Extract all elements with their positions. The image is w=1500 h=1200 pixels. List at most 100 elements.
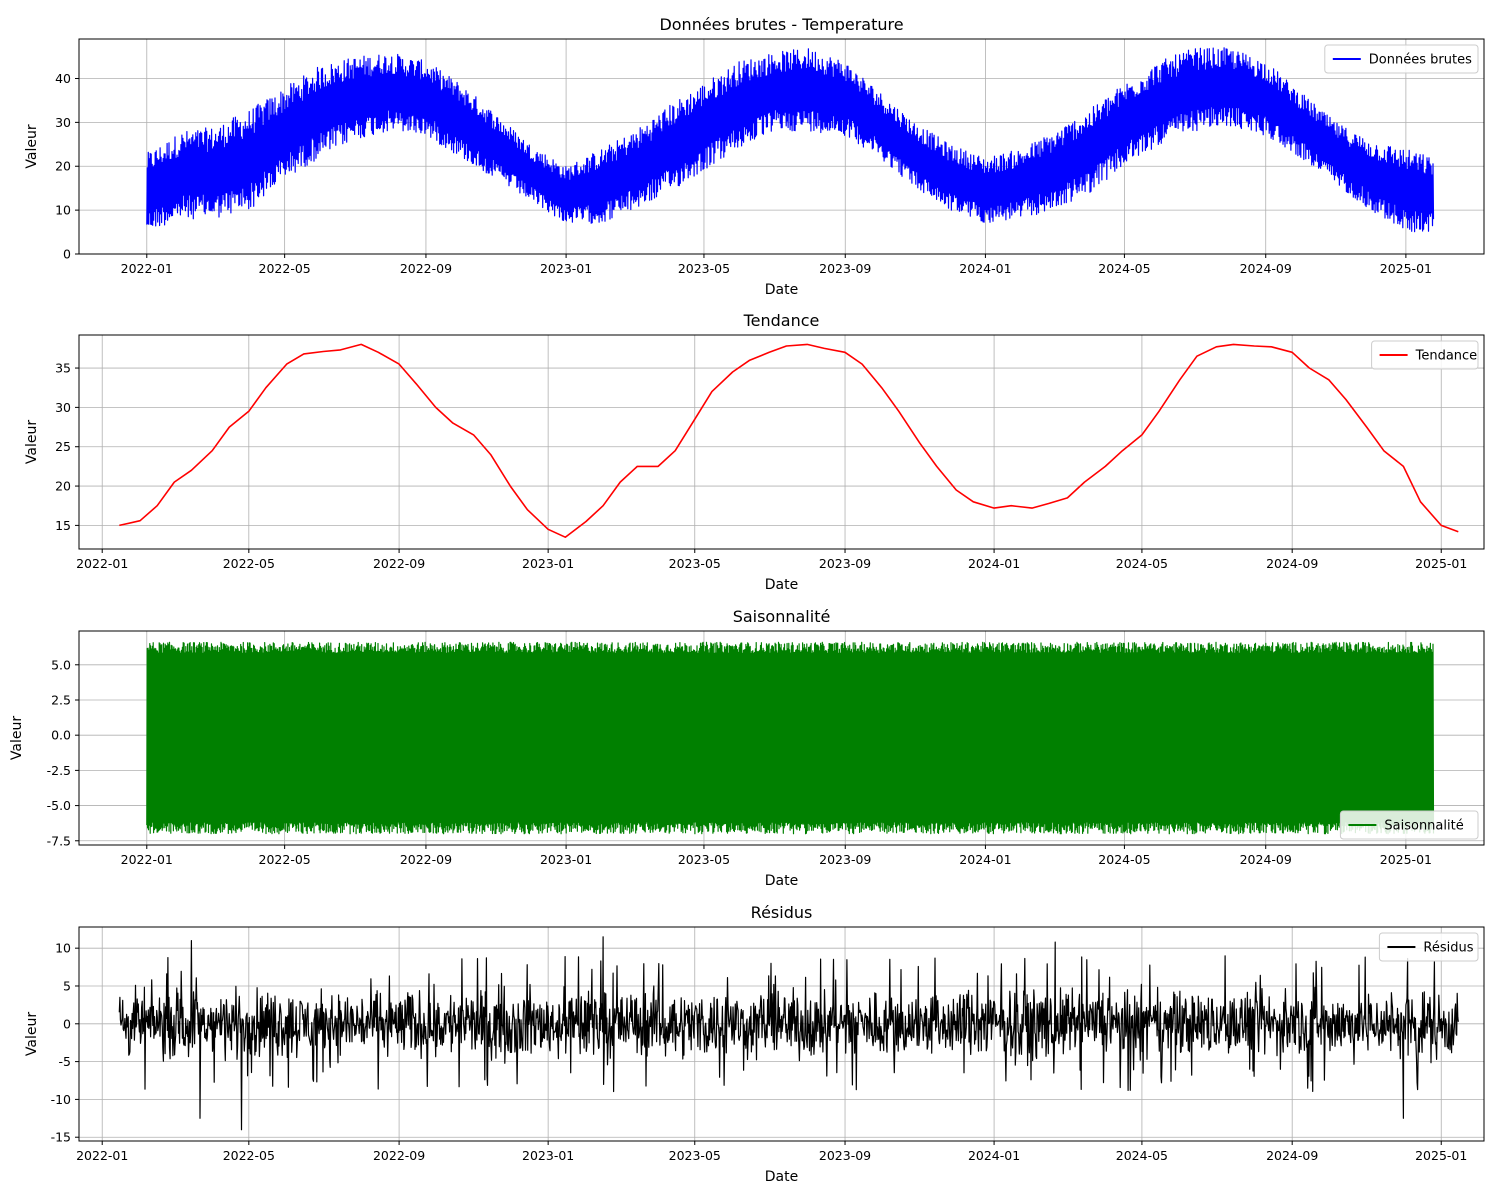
x-tick-label: 2025-01 <box>1380 852 1432 867</box>
x-tick-label: 2022-09 <box>373 556 425 571</box>
x-tick-label: 2024-09 <box>1240 261 1292 276</box>
legend: Saisonnalité <box>1339 810 1479 840</box>
y-tick-label: 0.0 <box>51 728 71 743</box>
x-tick-label: 2022-01 <box>76 1148 128 1163</box>
x-axis-label: Date <box>765 873 798 889</box>
y-axis-label: Valeur <box>24 420 40 464</box>
chart-title: Tendance <box>743 311 820 330</box>
y-tick-label: 35 <box>55 361 71 376</box>
y-tick-label: 20 <box>55 159 71 174</box>
y-tick-label: 5.0 <box>51 657 71 672</box>
y-axis-label: Valeur <box>24 1012 40 1056</box>
legend-label: Résidus <box>1423 941 1473 956</box>
x-axis-label: Date <box>765 282 798 298</box>
axes-frame <box>78 334 1485 550</box>
legend-label: Tendance <box>1415 349 1478 364</box>
x-tick-label: 2023-05 <box>678 852 730 867</box>
x-tick-label: 2025-01 <box>1415 1148 1467 1163</box>
x-tick-label: 2024-09 <box>1240 852 1292 867</box>
axes-frame <box>78 38 1485 255</box>
x-tick-label: 2024-05 <box>1116 1148 1168 1163</box>
legend-label: Données brutes <box>1369 53 1472 68</box>
x-tick-label: 2022-09 <box>400 261 452 276</box>
series-line <box>119 343 1459 538</box>
x-tick-label: 2024-05 <box>1098 852 1150 867</box>
series-line <box>146 641 1435 835</box>
y-tick-label: 40 <box>55 71 71 86</box>
x-axis-label: Date <box>765 577 798 593</box>
x-tick-label: 2022-01 <box>76 556 128 571</box>
y-tick-label: -15 <box>51 1130 71 1145</box>
chart-title: Saisonnalité <box>733 607 831 626</box>
x-tick-label: 2023-09 <box>819 261 871 276</box>
x-tick-label: 2023-05 <box>669 556 721 571</box>
x-tick-label: 2022-01 <box>121 261 173 276</box>
legend-box <box>1371 340 1479 370</box>
x-tick-label: 2024-01 <box>968 1148 1020 1163</box>
x-tick-label: 2022-09 <box>400 852 452 867</box>
x-tick-label: 2023-01 <box>540 261 592 276</box>
y-tick-label: 2.5 <box>51 692 71 707</box>
y-tick-label: 0 <box>63 247 71 262</box>
legend-box <box>1339 810 1479 840</box>
legend: Données brutes <box>1324 44 1479 74</box>
y-tick-label: 30 <box>55 115 71 130</box>
x-tick-label: 2024-09 <box>1266 556 1318 571</box>
x-tick-label: 2023-09 <box>819 556 871 571</box>
x-tick-label: 2024-01 <box>959 261 1011 276</box>
x-tick-label: 2025-01 <box>1380 261 1432 276</box>
axes-frame <box>78 926 1485 1142</box>
x-axis-label: Date <box>765 1169 798 1185</box>
x-tick-label: 2023-01 <box>540 852 592 867</box>
x-tick-label: 2023-01 <box>522 1148 574 1163</box>
series-line <box>146 47 1435 233</box>
x-tick-label: 2022-05 <box>259 261 311 276</box>
chart-title: Résidus <box>751 903 813 922</box>
x-tick-label: 2024-01 <box>959 852 1011 867</box>
legend-box <box>1378 932 1479 962</box>
x-tick-label: 2022-05 <box>259 852 311 867</box>
y-tick-label: 15 <box>55 518 71 533</box>
series-line <box>118 936 1459 1131</box>
x-tick-label: 2022-01 <box>121 852 173 867</box>
y-tick-label: -10 <box>51 1092 71 1107</box>
x-tick-label: 2023-01 <box>522 556 574 571</box>
x-tick-label: 2025-01 <box>1415 556 1467 571</box>
y-tick-label: 30 <box>55 400 71 415</box>
grid <box>79 335 1484 549</box>
legend-box <box>1324 44 1479 74</box>
y-tick-label: 10 <box>55 203 71 218</box>
x-tick-label: 2022-05 <box>223 556 275 571</box>
subplot-1: 2022-01 2022-05 2022-09 2023-01 2023-05 2023-… <box>24 15 1485 298</box>
x-tick-label: 2024-05 <box>1116 556 1168 571</box>
x-tick-label: 2024-01 <box>968 556 1020 571</box>
subplot-3: 2022-01 2022-05 2022-09 2023-01 2023-05 2023-… <box>9 607 1485 889</box>
x-tick-label: 2024-09 <box>1266 1148 1318 1163</box>
legend: Résidus <box>1378 932 1479 962</box>
y-tick-label: -7.5 <box>47 833 71 848</box>
x-tick-label: 2022-05 <box>223 1148 275 1163</box>
legend: Tendance <box>1371 340 1479 370</box>
y-tick-label: 20 <box>55 479 71 494</box>
x-tick-label: 2023-05 <box>669 1148 721 1163</box>
y-tick-label: 25 <box>55 439 71 454</box>
y-tick-label: -2.5 <box>47 763 71 778</box>
subplot-2: 2022-01 2022-05 2022-09 2023-01 2023-05 2023-… <box>24 311 1485 593</box>
y-tick-label: 5 <box>63 978 71 993</box>
x-tick-label: 2022-09 <box>373 1148 425 1163</box>
subplot-4: 2022-01 2022-05 2022-09 2023-01 2023-05 2023-… <box>24 903 1485 1185</box>
y-tick-label: -5.0 <box>47 798 71 813</box>
chart-title: Données brutes - Temperature <box>659 15 903 34</box>
x-tick-label: 2023-05 <box>678 261 730 276</box>
y-tick-label: 10 <box>55 941 71 956</box>
y-axis-label: Valeur <box>24 124 40 168</box>
y-tick-label: -5 <box>59 1054 71 1069</box>
y-axis-label: Valeur <box>9 716 25 760</box>
axes-frame <box>78 630 1485 846</box>
legend-label: Saisonnalité <box>1384 819 1463 834</box>
x-tick-label: 2023-09 <box>819 852 871 867</box>
y-tick-label: 0 <box>63 1016 71 1031</box>
x-tick-label: 2024-05 <box>1098 261 1150 276</box>
x-tick-label: 2023-09 <box>819 1148 871 1163</box>
